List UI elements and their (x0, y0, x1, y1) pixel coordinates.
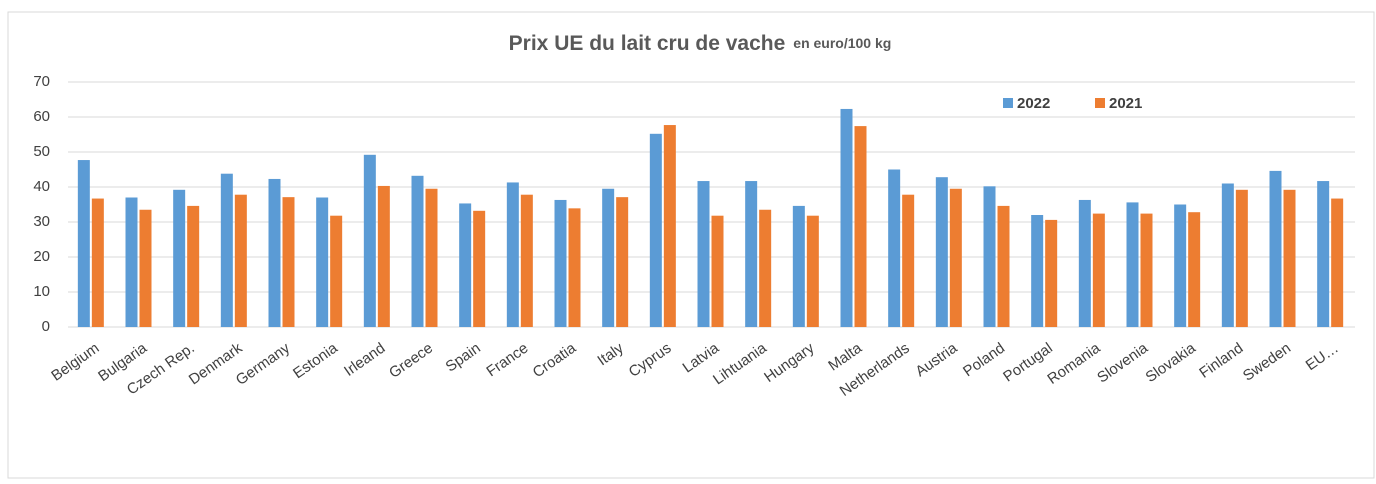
bar (997, 205, 1010, 327)
bar (949, 188, 962, 327)
bar (125, 197, 138, 327)
bar (1126, 202, 1139, 327)
bar (792, 205, 805, 327)
bar (840, 108, 853, 327)
bar (187, 205, 200, 327)
bar (77, 160, 90, 327)
bar (1031, 215, 1044, 327)
bar (459, 203, 472, 327)
bar (1174, 204, 1187, 327)
bar (554, 199, 567, 327)
bar (268, 178, 281, 327)
subtitle: en euro/100 kg (793, 35, 891, 51)
bar (759, 209, 772, 327)
bar (91, 198, 104, 327)
bar (663, 125, 676, 327)
bar (806, 215, 819, 327)
y-tick-label: 50 (33, 143, 50, 160)
bar (1140, 213, 1153, 327)
bar (473, 210, 486, 327)
bar (520, 194, 533, 327)
bar (568, 208, 581, 327)
bar (983, 186, 996, 327)
bar (1092, 213, 1105, 327)
y-tick-label: 40 (33, 178, 50, 195)
bar (377, 185, 390, 327)
bar (1078, 199, 1091, 327)
title: Prix UE du lait cru de vache (509, 32, 786, 55)
bar (173, 189, 186, 327)
bar (935, 177, 948, 327)
bar (902, 194, 915, 327)
y-tick-label: 70 (33, 73, 50, 90)
bar (1317, 181, 1330, 327)
bar (1331, 198, 1344, 327)
legend-label: 2022 (1017, 95, 1050, 112)
bar (711, 215, 724, 327)
bar (139, 209, 152, 327)
bar (282, 197, 295, 327)
y-tick-label: 20 (33, 248, 50, 265)
bar (363, 154, 376, 327)
bar (854, 126, 867, 327)
bar (234, 194, 247, 327)
bar (602, 188, 615, 327)
bar (330, 215, 343, 327)
legend-swatch (1003, 98, 1013, 108)
bar (506, 182, 519, 327)
chart-title: Prix UE du lait cru de vache en euro/100 … (509, 32, 892, 55)
legend-swatch (1095, 98, 1105, 108)
bar (1283, 189, 1296, 327)
bar (1221, 183, 1234, 327)
y-tick-label: 0 (42, 318, 50, 335)
y-tick-label: 30 (33, 213, 50, 230)
bar (1269, 170, 1282, 327)
bar (616, 197, 629, 327)
bar (745, 181, 758, 327)
bar (1045, 219, 1058, 327)
bar (649, 133, 662, 327)
bar (220, 173, 233, 327)
bar (888, 169, 901, 327)
bar (697, 181, 710, 327)
legend-label: 2021 (1109, 95, 1142, 112)
bar (411, 175, 424, 327)
bar (1235, 189, 1248, 327)
y-tick-label: 60 (33, 108, 50, 125)
bar (1188, 212, 1201, 327)
bar (316, 197, 329, 327)
bar (425, 188, 438, 327)
y-tick-label: 10 (33, 283, 50, 300)
